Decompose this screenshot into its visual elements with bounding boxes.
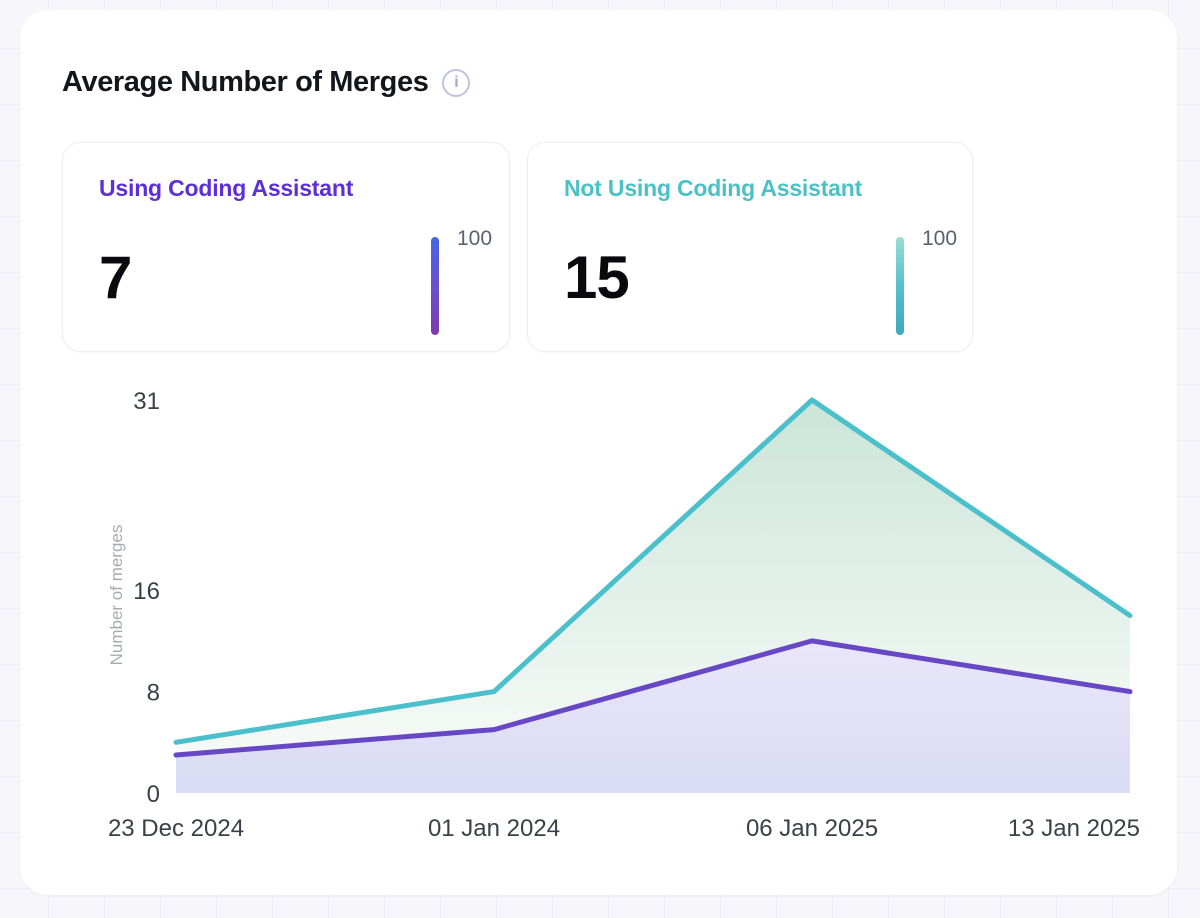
y-tick-label: 16 <box>133 578 160 605</box>
page-title: Average Number of Merges <box>62 66 429 98</box>
stat-label-using-assistant: Using Coding Assistant <box>99 175 354 201</box>
y-tick-label: 8 <box>147 680 160 707</box>
x-tick-label: 23 Dec 2024 <box>108 815 244 842</box>
stat-card-using-assistant: Using Coding Assistant 7 100 <box>62 142 510 352</box>
merges-area-chart[interactable]: 0 8 16 31 23 Dec 2024 01 Jan 2024 06 Jan 2025 1… <box>20 10 1177 895</box>
chart-canvas: 0 8 16 31 23 Dec 2024 01 Jan 2024 06 Jan 2025 1… <box>107 388 1140 842</box>
gradient-bar-using-assistant <box>431 237 439 335</box>
stat-scale-max-using-assistant: 100 <box>457 227 493 250</box>
stat-value-using-assistant: 7 <box>99 244 132 311</box>
x-tick-label: 06 Jan 2025 <box>746 815 878 842</box>
gradient-bar-not-using-assistant <box>896 237 904 335</box>
y-axis-title: Number of merges <box>107 525 126 666</box>
widget-header: Average Number of Merges i <box>62 66 471 99</box>
y-tick-label: 0 <box>147 781 160 808</box>
x-tick-label: 13 Jan 2025 <box>1008 815 1140 842</box>
line-series-1 <box>173 638 1133 758</box>
stat-scale-max-not-using-assistant: 100 <box>922 227 958 250</box>
line-series-0 <box>173 397 1133 745</box>
merges-widget-card: Average Number of Merges i Using Coding … <box>20 10 1177 895</box>
stat-value-not-using-assistant: 15 <box>564 244 630 311</box>
x-tick-label: 01 Jan 2024 <box>428 815 560 842</box>
info-icon[interactable]: i <box>442 68 471 97</box>
y-tick-label: 31 <box>133 388 160 415</box>
stat-label-not-using-assistant: Not Using Coding Assistant <box>564 175 863 201</box>
area-fill-series-1 <box>176 640 1130 793</box>
stat-card-not-using-assistant: Not Using Coding Assistant 15 100 <box>527 142 973 352</box>
